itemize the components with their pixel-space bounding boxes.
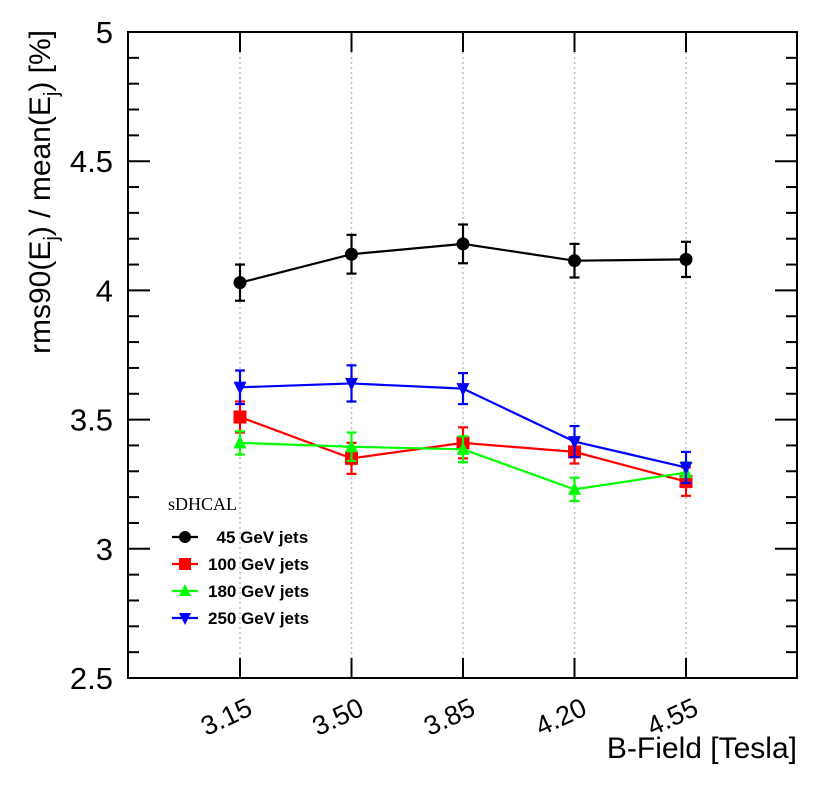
point-marker <box>179 531 191 543</box>
legend-label: 250 GeV jets <box>208 609 309 628</box>
y-tick-label: 4 <box>96 273 113 308</box>
legend-item: 100 GeV jets <box>172 555 309 574</box>
point-marker <box>345 247 358 261</box>
x-tick-label: 3.85 <box>419 692 479 741</box>
point-marker <box>345 377 358 391</box>
point-marker <box>679 461 693 475</box>
point-marker <box>456 441 470 455</box>
point-marker <box>568 436 581 450</box>
y-axis-label-sub: j <box>41 236 63 241</box>
legend-label: 100 GeV jets <box>208 555 309 574</box>
point-marker <box>679 252 693 266</box>
point-marker <box>233 276 247 290</box>
point-marker <box>345 439 358 453</box>
point-marker <box>179 613 191 625</box>
point-marker <box>179 558 191 570</box>
x-tick-label: 3.50 <box>308 692 368 741</box>
legend-item: 180 GeV jets <box>172 582 309 601</box>
y-axis-label-part: rms90(E <box>24 241 57 354</box>
point-marker <box>568 481 581 495</box>
y-axis-label-part: ) / mean(E <box>24 96 57 236</box>
point-marker <box>233 435 247 449</box>
y-axis-label: rms90(Ej) / mean(Ej) [%] <box>24 30 63 354</box>
y-tick-label: 3 <box>96 532 113 567</box>
y-axis-label-part: ) [%] <box>24 30 57 92</box>
x-tick-label: 3.15 <box>196 692 256 741</box>
point-marker <box>233 381 247 395</box>
legend-item: 250 GeV jets <box>172 609 309 628</box>
y-axis-label-sub: j <box>41 92 63 97</box>
x-axis-label: B-Field [Tesla] <box>607 732 797 765</box>
point-marker <box>456 383 470 397</box>
legend-item: 45 GeV jets <box>172 528 308 547</box>
y-tick-label: 4.5 <box>70 144 113 179</box>
series-layer <box>233 223 693 503</box>
series-45-gev-jets <box>233 223 693 302</box>
y-tick-label: 5 <box>96 15 113 50</box>
legend-title: sDHCAL <box>168 494 237 514</box>
x-tick-label: 4.20 <box>531 692 591 741</box>
series-250-gev-jets <box>233 364 693 485</box>
point-marker <box>179 584 191 596</box>
legend: sDHCAL 45 GeV jets 100 GeV jets 180 GeV je… <box>168 494 309 628</box>
point-marker <box>568 254 581 268</box>
y-tick-label: 2.5 <box>70 661 113 696</box>
legend-label: 180 GeV jets <box>208 582 309 601</box>
legend-label: 45 GeV jets <box>208 528 308 547</box>
point-marker <box>233 410 247 424</box>
y-tick-label: 3.5 <box>70 403 113 438</box>
point-marker <box>456 237 470 251</box>
axes: 2.533.544.553.15 3.50 3.85 4.20 4.55 <box>70 15 798 742</box>
